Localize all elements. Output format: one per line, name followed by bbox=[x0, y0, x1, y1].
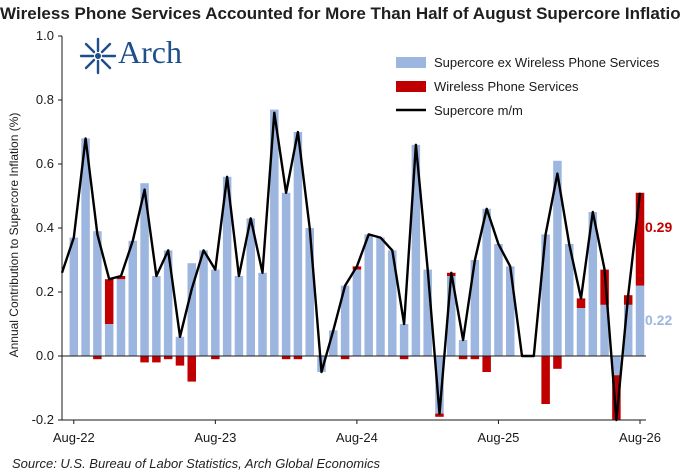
bar-ex-wireless bbox=[505, 266, 515, 356]
line-layer bbox=[60, 111, 642, 422]
bar-wireless bbox=[482, 356, 491, 372]
bar-ex-wireless bbox=[600, 304, 609, 356]
bar-wireless bbox=[340, 356, 350, 360]
ticks-layer: -0.2 0.0 0.2 0.4 0.6 0.8 1.0 Aug-22 Aug-23 Aug-24… bbox=[32, 28, 661, 445]
logo-text: Arch bbox=[118, 34, 182, 70]
bar-ex-wireless bbox=[588, 212, 598, 356]
legend-label: Supercore ex Wireless Phone Services bbox=[434, 55, 660, 70]
bar-ex-wireless bbox=[411, 144, 421, 356]
bar-wireless bbox=[93, 356, 102, 360]
bar-ex-wireless bbox=[553, 160, 562, 356]
bar-ex-wireless bbox=[364, 234, 373, 356]
bar-ex-wireless bbox=[246, 218, 255, 356]
bar-wireless bbox=[116, 276, 126, 280]
supercore-mm-line bbox=[60, 111, 642, 422]
y-tick-label: 1.0 bbox=[36, 28, 54, 43]
bar-wireless bbox=[635, 192, 645, 286]
bar-wireless bbox=[399, 356, 409, 360]
bar-ex-wireless bbox=[175, 336, 185, 356]
arch-star-logo-icon bbox=[79, 37, 117, 75]
bar-ex-wireless bbox=[81, 138, 90, 356]
bar-ex-wireless bbox=[187, 263, 197, 356]
x-tick-label: Aug-25 bbox=[477, 430, 519, 445]
bar-ex-wireless bbox=[222, 176, 232, 356]
bar-ex-wireless bbox=[293, 132, 303, 356]
chart-title: Wireless Phone Services Accounted for Mo… bbox=[0, 4, 680, 23]
bar-wireless bbox=[175, 356, 185, 366]
bar-ex-wireless bbox=[234, 276, 244, 356]
bar-wireless bbox=[612, 375, 621, 420]
bar-ex-wireless bbox=[104, 324, 114, 356]
y-tick-label: 0.6 bbox=[36, 156, 54, 171]
bar-ex-wireless bbox=[635, 285, 645, 356]
bar-wireless bbox=[104, 279, 114, 324]
bar-wireless bbox=[293, 356, 303, 360]
bar-ex-wireless bbox=[270, 109, 279, 356]
bar-ex-wireless bbox=[281, 192, 291, 356]
bar-ex-wireless bbox=[152, 276, 161, 356]
bar-wireless bbox=[435, 413, 444, 417]
x-tick-label: Aug-26 bbox=[619, 430, 661, 445]
bar-wireless bbox=[470, 356, 480, 360]
legend: Supercore ex Wireless Phone Services Wire… bbox=[396, 55, 660, 118]
legend-label: Wireless Phone Services bbox=[434, 79, 579, 94]
bar-ex-wireless bbox=[329, 330, 338, 356]
bar-ex-wireless bbox=[163, 250, 173, 356]
bar-ex-wireless bbox=[388, 250, 397, 356]
bar-ex-wireless bbox=[128, 240, 138, 356]
y-tick-label: 0.4 bbox=[36, 220, 54, 235]
y-tick-label: 0.0 bbox=[36, 348, 54, 363]
bar-ex-wireless bbox=[352, 269, 362, 356]
bar-ex-wireless bbox=[447, 276, 456, 356]
bar-ex-wireless bbox=[458, 340, 468, 356]
bar-ex-wireless bbox=[564, 244, 574, 356]
bar-wireless bbox=[458, 356, 468, 360]
bar-wireless bbox=[211, 356, 220, 360]
bar-ex-wireless bbox=[435, 356, 444, 414]
y-tick-label: -0.2 bbox=[32, 412, 54, 427]
bar-ex-wireless bbox=[93, 231, 102, 356]
bar-ex-wireless bbox=[576, 308, 586, 356]
bar-ex-wireless bbox=[258, 272, 267, 356]
bar-ex-wireless bbox=[140, 183, 149, 356]
legend-swatch-ex-wireless bbox=[396, 57, 426, 68]
annotation-ex-wireless-value: 0.22 bbox=[645, 312, 672, 328]
bar-ex-wireless bbox=[541, 234, 550, 356]
legend-label: Supercore m/m bbox=[434, 103, 523, 118]
annotations-layer: 0.29 0.22 bbox=[645, 219, 672, 328]
bar-ex-wireless bbox=[340, 285, 350, 356]
bar-wireless bbox=[600, 269, 609, 305]
y-axis-label: Annual Contribution to Supercore Inflati… bbox=[7, 113, 21, 358]
bar-wireless bbox=[541, 356, 550, 404]
bar-ex-wireless bbox=[199, 250, 208, 356]
bar-wireless bbox=[187, 356, 197, 382]
bar-ex-wireless bbox=[494, 244, 503, 356]
bar-ex-wireless bbox=[482, 208, 491, 356]
legend-swatch-wireless bbox=[396, 81, 426, 92]
bar-ex-wireless bbox=[423, 269, 432, 356]
y-tick-label: 0.8 bbox=[36, 92, 54, 107]
y-tick-label: 0.2 bbox=[36, 284, 54, 299]
source-note: Source: U.S. Bureau of Labor Statistics,… bbox=[12, 456, 381, 471]
bar-wireless bbox=[553, 356, 562, 369]
bar-ex-wireless bbox=[470, 260, 480, 356]
bar-ex-wireless bbox=[69, 237, 79, 356]
bar-wireless bbox=[281, 356, 291, 360]
x-tick-label: Aug-24 bbox=[336, 430, 378, 445]
x-tick-label: Aug-23 bbox=[194, 430, 236, 445]
bar-wireless bbox=[140, 356, 149, 363]
bar-wireless bbox=[576, 298, 586, 308]
bar-ex-wireless bbox=[305, 228, 314, 356]
bar-wireless bbox=[152, 356, 161, 363]
bar-ex-wireless bbox=[116, 279, 126, 356]
bar-ex-wireless bbox=[623, 304, 633, 356]
bar-ex-wireless bbox=[399, 324, 409, 356]
bar-ex-wireless bbox=[376, 237, 385, 356]
bar-ex-wireless bbox=[612, 356, 621, 376]
bar-wireless bbox=[163, 356, 173, 360]
annotation-wireless-value: 0.29 bbox=[645, 219, 672, 235]
x-tick-label: Aug-22 bbox=[53, 430, 95, 445]
bar-ex-wireless bbox=[211, 269, 220, 356]
